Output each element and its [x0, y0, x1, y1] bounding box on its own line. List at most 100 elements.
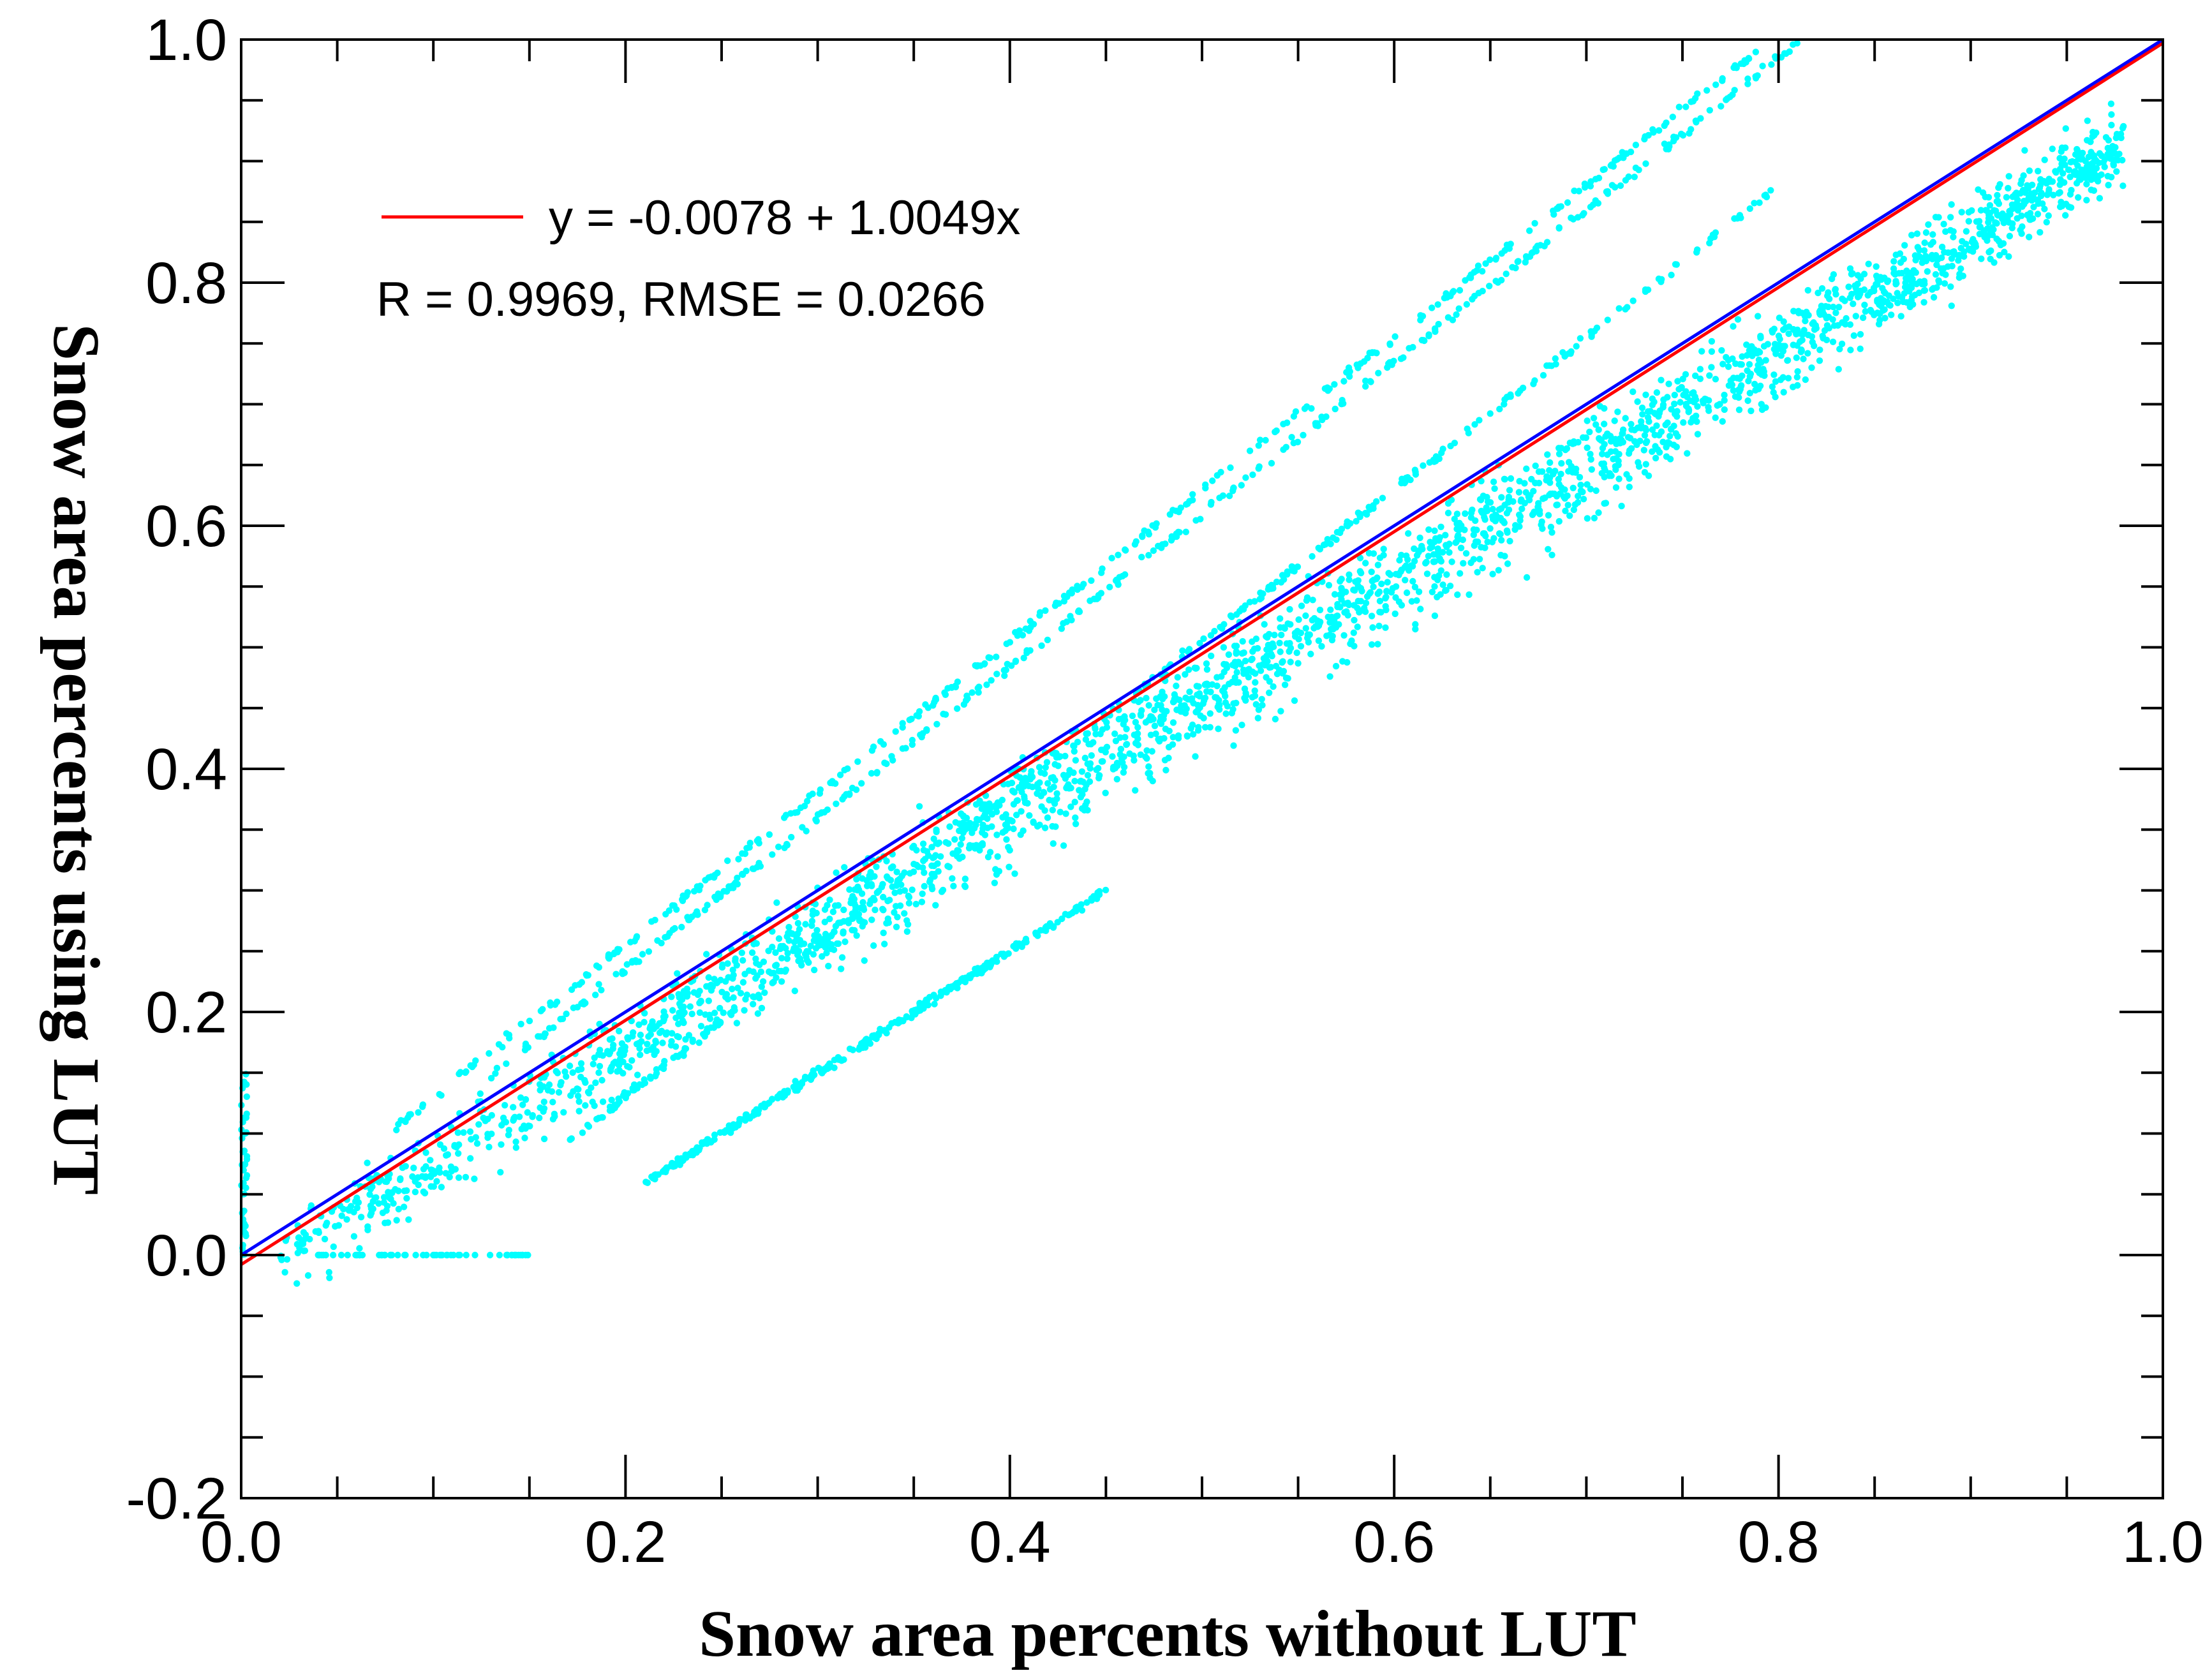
- data-point: [1018, 808, 1025, 815]
- data-point: [1438, 449, 1445, 456]
- data-point: [973, 815, 981, 823]
- data-point: [880, 929, 887, 937]
- data-point: [1916, 278, 1924, 285]
- data-point: [1374, 641, 1381, 648]
- data-point: [1570, 506, 1577, 514]
- data-point: [1052, 823, 1059, 830]
- data-point: [1145, 763, 1152, 770]
- data-point: [427, 1173, 434, 1180]
- x-tick-label: 0.4: [969, 1510, 1051, 1575]
- data-point: [412, 1251, 419, 1259]
- data-point: [1331, 618, 1338, 625]
- data-point: [1117, 745, 1125, 753]
- data-point: [1920, 247, 1928, 254]
- data-point: [701, 907, 709, 914]
- data-point: [954, 847, 961, 854]
- data-point: [641, 1018, 648, 1026]
- data-point: [1539, 525, 1546, 532]
- data-point: [1226, 680, 1233, 688]
- data-point: [1282, 674, 1290, 681]
- data-point: [1233, 648, 1240, 655]
- data-point: [1189, 491, 1196, 498]
- data-point: [1950, 234, 1957, 241]
- data-point: [2090, 152, 2097, 160]
- data-point: [1601, 166, 1608, 173]
- data-point: [389, 1251, 396, 1259]
- data-point: [521, 1134, 528, 1141]
- data-point: [921, 869, 928, 876]
- data-point: [1214, 674, 1221, 681]
- data-point: [595, 981, 602, 988]
- data-point: [1504, 560, 1511, 567]
- data-point: [854, 758, 861, 765]
- data-point: [2034, 211, 2042, 218]
- data-point: [1049, 797, 1057, 805]
- data-point: [856, 1044, 863, 1051]
- data-point: [1680, 391, 1687, 399]
- data-point: [1994, 191, 2001, 199]
- data-point: [1580, 496, 1587, 503]
- data-point: [1734, 316, 1742, 323]
- data-point: [1286, 648, 1293, 655]
- data-point: [243, 1093, 250, 1101]
- data-point: [1182, 528, 1190, 535]
- data-point: [389, 1189, 396, 1196]
- data-point: [1633, 441, 1640, 449]
- data-point: [1373, 576, 1380, 583]
- data-point: [1145, 528, 1152, 535]
- data-point: [981, 831, 989, 838]
- data-point: [1439, 549, 1446, 556]
- data-point: [2039, 200, 2046, 207]
- data-point: [1382, 624, 1389, 631]
- data-point: [420, 1166, 427, 1173]
- data-point: [1370, 583, 1377, 590]
- data-point: [1168, 533, 1175, 540]
- data-point: [433, 1251, 440, 1259]
- data-point: [1714, 402, 1721, 409]
- data-point: [752, 955, 759, 962]
- data-point: [1354, 623, 1361, 630]
- data-point: [1575, 493, 1582, 500]
- data-point: [1062, 810, 1069, 817]
- data-point: [1672, 410, 1679, 417]
- data-point: [581, 1076, 588, 1084]
- data-point: [2107, 100, 2115, 107]
- data-point: [517, 1020, 524, 1028]
- data-point: [1206, 724, 1214, 731]
- data-point: [1227, 612, 1235, 620]
- data-point: [1674, 378, 1681, 385]
- data-point: [1407, 476, 1414, 484]
- data-point: [1145, 552, 1152, 559]
- data-point: [1920, 299, 1927, 306]
- data-point: [1122, 734, 1129, 741]
- data-point: [2031, 195, 2038, 203]
- data-point: [1161, 757, 1169, 764]
- data-point: [1708, 364, 1715, 371]
- data-point: [1550, 211, 1557, 218]
- data-point: [524, 1109, 531, 1116]
- data-point: [694, 1144, 701, 1151]
- data-point: [1338, 586, 1346, 593]
- data-point: [423, 1251, 430, 1259]
- data-point: [1554, 502, 1561, 509]
- data-point: [1476, 556, 1483, 563]
- data-point: [1427, 545, 1434, 552]
- data-point: [1337, 604, 1344, 611]
- data-point: [1942, 228, 1949, 235]
- data-point: [1510, 498, 1517, 505]
- data-point: [575, 1066, 582, 1074]
- data-point: [1232, 727, 1240, 734]
- data-point: [1049, 807, 1057, 814]
- data-point: [676, 1000, 683, 1007]
- data-point: [813, 926, 820, 934]
- data-point: [1338, 591, 1346, 598]
- data-point: [1328, 637, 1336, 644]
- data-point: [979, 821, 986, 829]
- data-point: [1429, 588, 1436, 595]
- data-point: [1462, 550, 1470, 557]
- tick-labels: 0.0 0.2 0.4 0.6 0.8 1.0-0.20.00.20.40.60.81.0: [126, 8, 2203, 1575]
- data-point: [575, 1108, 583, 1115]
- data-point: [1419, 546, 1426, 553]
- data-point: [1209, 477, 1216, 484]
- data-point: [1860, 286, 1868, 294]
